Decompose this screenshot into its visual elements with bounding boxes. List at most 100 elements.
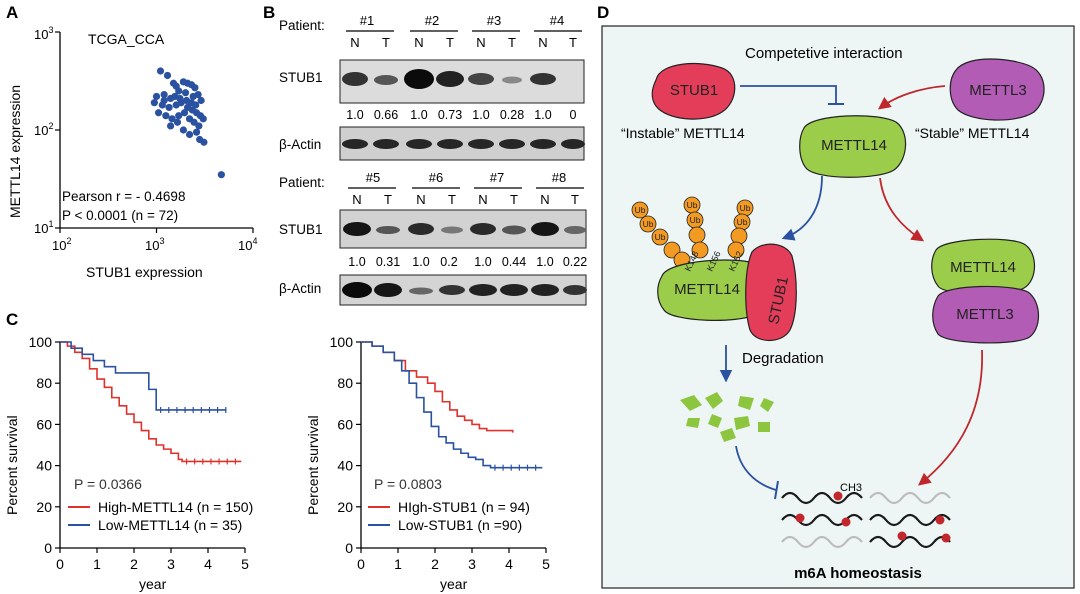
instable-label: “Instable” METTL14 [621, 125, 745, 141]
km-curve-high [60, 341, 242, 463]
ub-chain-ball [688, 226, 706, 244]
km-x-tick-label: 3 [468, 556, 476, 572]
ub-chain-ball [691, 241, 709, 259]
scatter-point [168, 115, 176, 123]
scatter-tick-x-2: 102 [52, 236, 71, 253]
scatter-points [150, 67, 225, 179]
to-instable-arrow [781, 175, 823, 241]
value: 0.2 [440, 255, 457, 269]
degradation-label: Degradation [742, 350, 824, 367]
ub-chain-ball [663, 241, 681, 259]
km-plot-left: 0 20 40 60 80 100 0 1 2 3 4 5 Percent survival yea… [4, 334, 253, 592]
scatter-point [160, 90, 168, 99]
km-left-legend-low: Low-METTL14 (n = 35) [98, 517, 242, 533]
mettl3-top-shape [949, 58, 1045, 121]
scatter-point [175, 87, 183, 95]
bands-stub1-top [342, 69, 556, 89]
stable-label: “Stable” METTL14 [915, 125, 1030, 141]
methyl-marks [795, 491, 951, 543]
rna-strand [869, 491, 951, 505]
panel-a-letter: A [6, 3, 18, 22]
patient-6: #6 [429, 170, 443, 185]
km-right-ylabel: Percent survival [305, 415, 321, 515]
km-right-legend-low: Low-STUB1 (n =90) [398, 517, 522, 533]
ch3-label: CH3 [840, 482, 862, 494]
fragment [720, 428, 736, 442]
methyl-dot [841, 517, 851, 527]
km-right-y-ticks: 0 20 40 60 80 100 [330, 334, 361, 556]
inhibit-stub1-arrow [740, 85, 837, 104]
value: 1.0 [536, 255, 553, 269]
km-right-pvalue: P = 0.0803 [374, 476, 442, 492]
stub1-top-label: STUB1 [670, 82, 718, 99]
scatter-point [194, 90, 202, 99]
km-left-ylabel: Percent survival [4, 415, 20, 515]
to-stable-arrow [879, 177, 925, 242]
km-curve-low [60, 341, 227, 411]
ub-chain-ball [727, 241, 745, 259]
km-left-y-ticks: 0 20 40 60 80 100 [29, 334, 60, 556]
value: 1.0 [474, 255, 491, 269]
lane-label: T [569, 35, 577, 50]
km-y-tick-label: 100 [330, 334, 354, 350]
scatter-tick-y-3: 103 [34, 25, 53, 42]
mettl3-top-label: METTL3 [969, 82, 1027, 99]
mettl14-center-shape [799, 115, 907, 178]
lane-label: T [571, 192, 579, 207]
scatter-xlabel: STUB1 expression [86, 264, 203, 280]
km-x-tick-label: 0 [56, 556, 64, 572]
fragment [760, 398, 774, 412]
bands-stub1-bottom [343, 222, 586, 236]
mettl14-stable-label: METTL14 [950, 259, 1016, 276]
rna-strand [781, 491, 863, 505]
km-x-tick-label: 5 [241, 556, 249, 572]
patient-4: #4 [550, 13, 564, 28]
lane-label: N [414, 35, 423, 50]
scatter-point [217, 171, 225, 179]
lane-label: T [384, 192, 392, 207]
scatter-title: TCGA_CCA [88, 31, 165, 47]
km-y-tick-label: 40 [337, 458, 353, 474]
methyl-dot [941, 533, 951, 543]
bands-actin-bottom [342, 282, 587, 298]
ub-label: Ub [643, 219, 654, 229]
stub1-top-shape [651, 62, 736, 120]
fragment [686, 418, 700, 428]
fragment [738, 396, 754, 410]
ub-label: Ub [737, 217, 748, 227]
row-label-actin-bottom: β-Actin [279, 281, 321, 296]
value: 0.66 [374, 108, 398, 122]
km-y-tick-label: 0 [345, 540, 353, 556]
value: 1.0 [472, 108, 489, 122]
methyl-dot [897, 531, 907, 541]
patient-7: #7 [490, 170, 504, 185]
lane-label: N [538, 35, 547, 50]
lane-label: T [446, 35, 454, 50]
scatter-point [192, 101, 200, 109]
km-y-tick-label: 80 [337, 375, 353, 391]
scatter-stat-pvalue: P < 0.0001 (n = 72) [62, 208, 178, 223]
scatter-point [165, 103, 173, 112]
lane-labels-top: N T N T N T N T [350, 35, 577, 50]
scatter-point [200, 138, 208, 146]
km-x-tick-label: 0 [357, 556, 365, 572]
scatter-point [195, 122, 203, 130]
km-y-tick-label: 60 [36, 416, 52, 432]
scatter-point [167, 122, 175, 130]
km-right-curves [361, 341, 543, 471]
value: 0.28 [500, 108, 524, 122]
scatter-point [163, 71, 172, 80]
methyl-dot [833, 491, 843, 501]
fragment [705, 392, 723, 409]
scatter-point [191, 84, 199, 92]
patient-label-top: Patient: [279, 18, 325, 33]
ub-label: Ub [740, 203, 751, 213]
km-plot-right: 0 20 40 60 80 100 0 1 2 3 4 5 Percent survival yea… [305, 334, 550, 592]
scatter-tick-y-2: 102 [34, 121, 53, 138]
value: 0.44 [502, 255, 526, 269]
km-left-pvalue: P = 0.0366 [74, 476, 142, 492]
km-x-tick-label: 2 [130, 556, 138, 572]
lane-label: N [476, 35, 485, 50]
ub-label: Ub [690, 215, 701, 225]
km-curve-high [361, 341, 514, 433]
